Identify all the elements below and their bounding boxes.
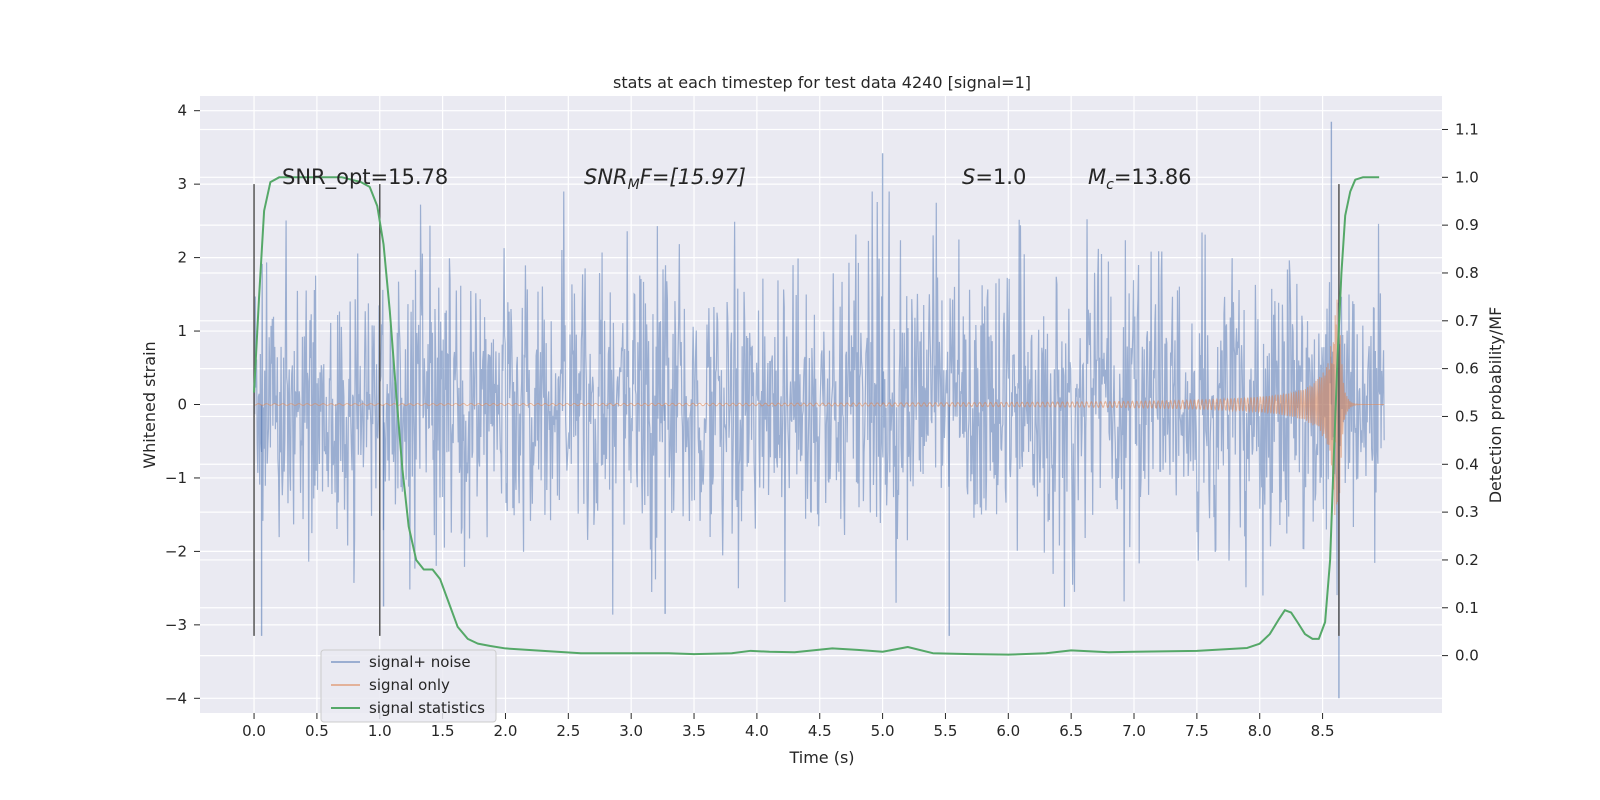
legend-box <box>320 649 497 723</box>
annotation-snr-mf-rest: F=[15.97] <box>640 165 746 189</box>
y2-tick-label: 0.9 <box>1455 216 1479 234</box>
y2-tick-label: 1.0 <box>1455 168 1479 186</box>
x-tick-label: 7.5 <box>1185 722 1209 740</box>
x-tick-label: 5.5 <box>934 722 958 740</box>
x-tick-label: 1.5 <box>431 722 455 740</box>
x-tick-label: 3.5 <box>682 722 706 740</box>
annotation-mc: Mc=13.86 <box>1088 165 1192 193</box>
y2-tick-label: 0.4 <box>1455 455 1479 473</box>
y-tick-label: −3 <box>165 616 187 634</box>
y-tick-label: −1 <box>165 469 187 487</box>
y-tick-label: −4 <box>165 689 187 707</box>
annotation-snr-opt: SNR_opt=15.78 <box>282 165 448 190</box>
y-tick-label: 4 <box>177 102 187 120</box>
x-tick-label: 6.0 <box>996 722 1020 740</box>
x-tick-label: 2.0 <box>494 722 518 740</box>
y-tick-label: −2 <box>165 542 187 560</box>
legend-label-signal-noise: signal+ noise <box>369 653 471 671</box>
y2-tick-label: 1.1 <box>1455 120 1479 138</box>
y2-tick-label: 0.1 <box>1455 599 1479 617</box>
y-tick-label: 1 <box>177 322 187 340</box>
y2-tick-label: 0.3 <box>1455 503 1479 521</box>
y-axis-ticks: −4 −3 −2 −1 0 1 2 3 4 <box>165 102 200 707</box>
x-tick-label: 5.0 <box>871 722 895 740</box>
x-tick-label: 0.0 <box>242 722 266 740</box>
x-tick-label: 8.5 <box>1311 722 1335 740</box>
x-tick-label: 7.0 <box>1122 722 1146 740</box>
grid-layer <box>200 96 1442 713</box>
x-tick-label: 0.5 <box>305 722 329 740</box>
right-y-axis-ticks: 0.0 0.1 0.2 0.3 0.4 0.5 0.6 0.7 0.8 0.9 1.0 1.1 <box>1442 120 1479 665</box>
x-tick-label: 3.0 <box>619 722 643 740</box>
annotation-snr-mf: SNRMF=[15.97] <box>584 165 746 193</box>
y2-tick-label: 0.6 <box>1455 360 1479 378</box>
y2-tick-label: 0.2 <box>1455 551 1479 569</box>
annotation-snr-mf-base: SNR <box>584 165 628 189</box>
y-axis-label: Whitened strain <box>140 341 159 468</box>
annotation-mc-base: M <box>1088 165 1106 189</box>
y2-tick-label: 0.7 <box>1455 312 1479 330</box>
signal-plus-noise-line <box>253 191 1385 615</box>
x-tick-label: 1.0 <box>368 722 392 740</box>
signal-statistics-line <box>253 176 1380 656</box>
chart-title: stats at each timestep for test data 424… <box>613 73 1031 92</box>
y-tick-label: 3 <box>177 175 187 193</box>
annotation-snr-mf-sub: M <box>628 177 640 193</box>
y2-tick-label: 0.8 <box>1455 264 1479 282</box>
signal-only-series <box>254 293 1385 516</box>
annotation-s-base: S <box>962 165 975 189</box>
legend-label-signal-statistics: signal statistics <box>369 699 485 717</box>
x-axis-ticks: 0.0 0.5 1.0 1.5 2.0 2.5 3.0 3.5 4.0 4.5 5.0 5.5 6.0 6… <box>242 713 1335 740</box>
signal-only-line <box>254 293 1385 516</box>
legend-label-signal-only: signal only <box>369 676 450 694</box>
legend: signal+ noise signal only signal statist… <box>320 649 497 723</box>
right-y-axis-label: Detection probability/MF <box>1486 307 1505 504</box>
signal-statistics-series <box>253 176 1380 656</box>
y2-tick-label: 0.5 <box>1455 407 1479 425</box>
x-tick-label: 4.5 <box>808 722 832 740</box>
x-tick-label: 2.5 <box>556 722 580 740</box>
annotation-mc-rest: =13.86 <box>1114 165 1192 189</box>
annotation-s: S=1.0 <box>962 165 1026 189</box>
annotation-s-rest: =1.0 <box>975 165 1026 189</box>
y-tick-label: 2 <box>177 249 187 267</box>
x-axis-label: Time (s) <box>788 748 854 767</box>
x-tick-label: 4.0 <box>745 722 769 740</box>
y-tick-label: 0 <box>177 396 187 414</box>
y2-tick-label: 0.0 <box>1455 647 1479 665</box>
window-markers <box>253 184 1340 636</box>
x-tick-label: 6.5 <box>1059 722 1083 740</box>
annotation-mc-sub: c <box>1106 177 1114 193</box>
x-tick-label: 8.0 <box>1248 722 1272 740</box>
